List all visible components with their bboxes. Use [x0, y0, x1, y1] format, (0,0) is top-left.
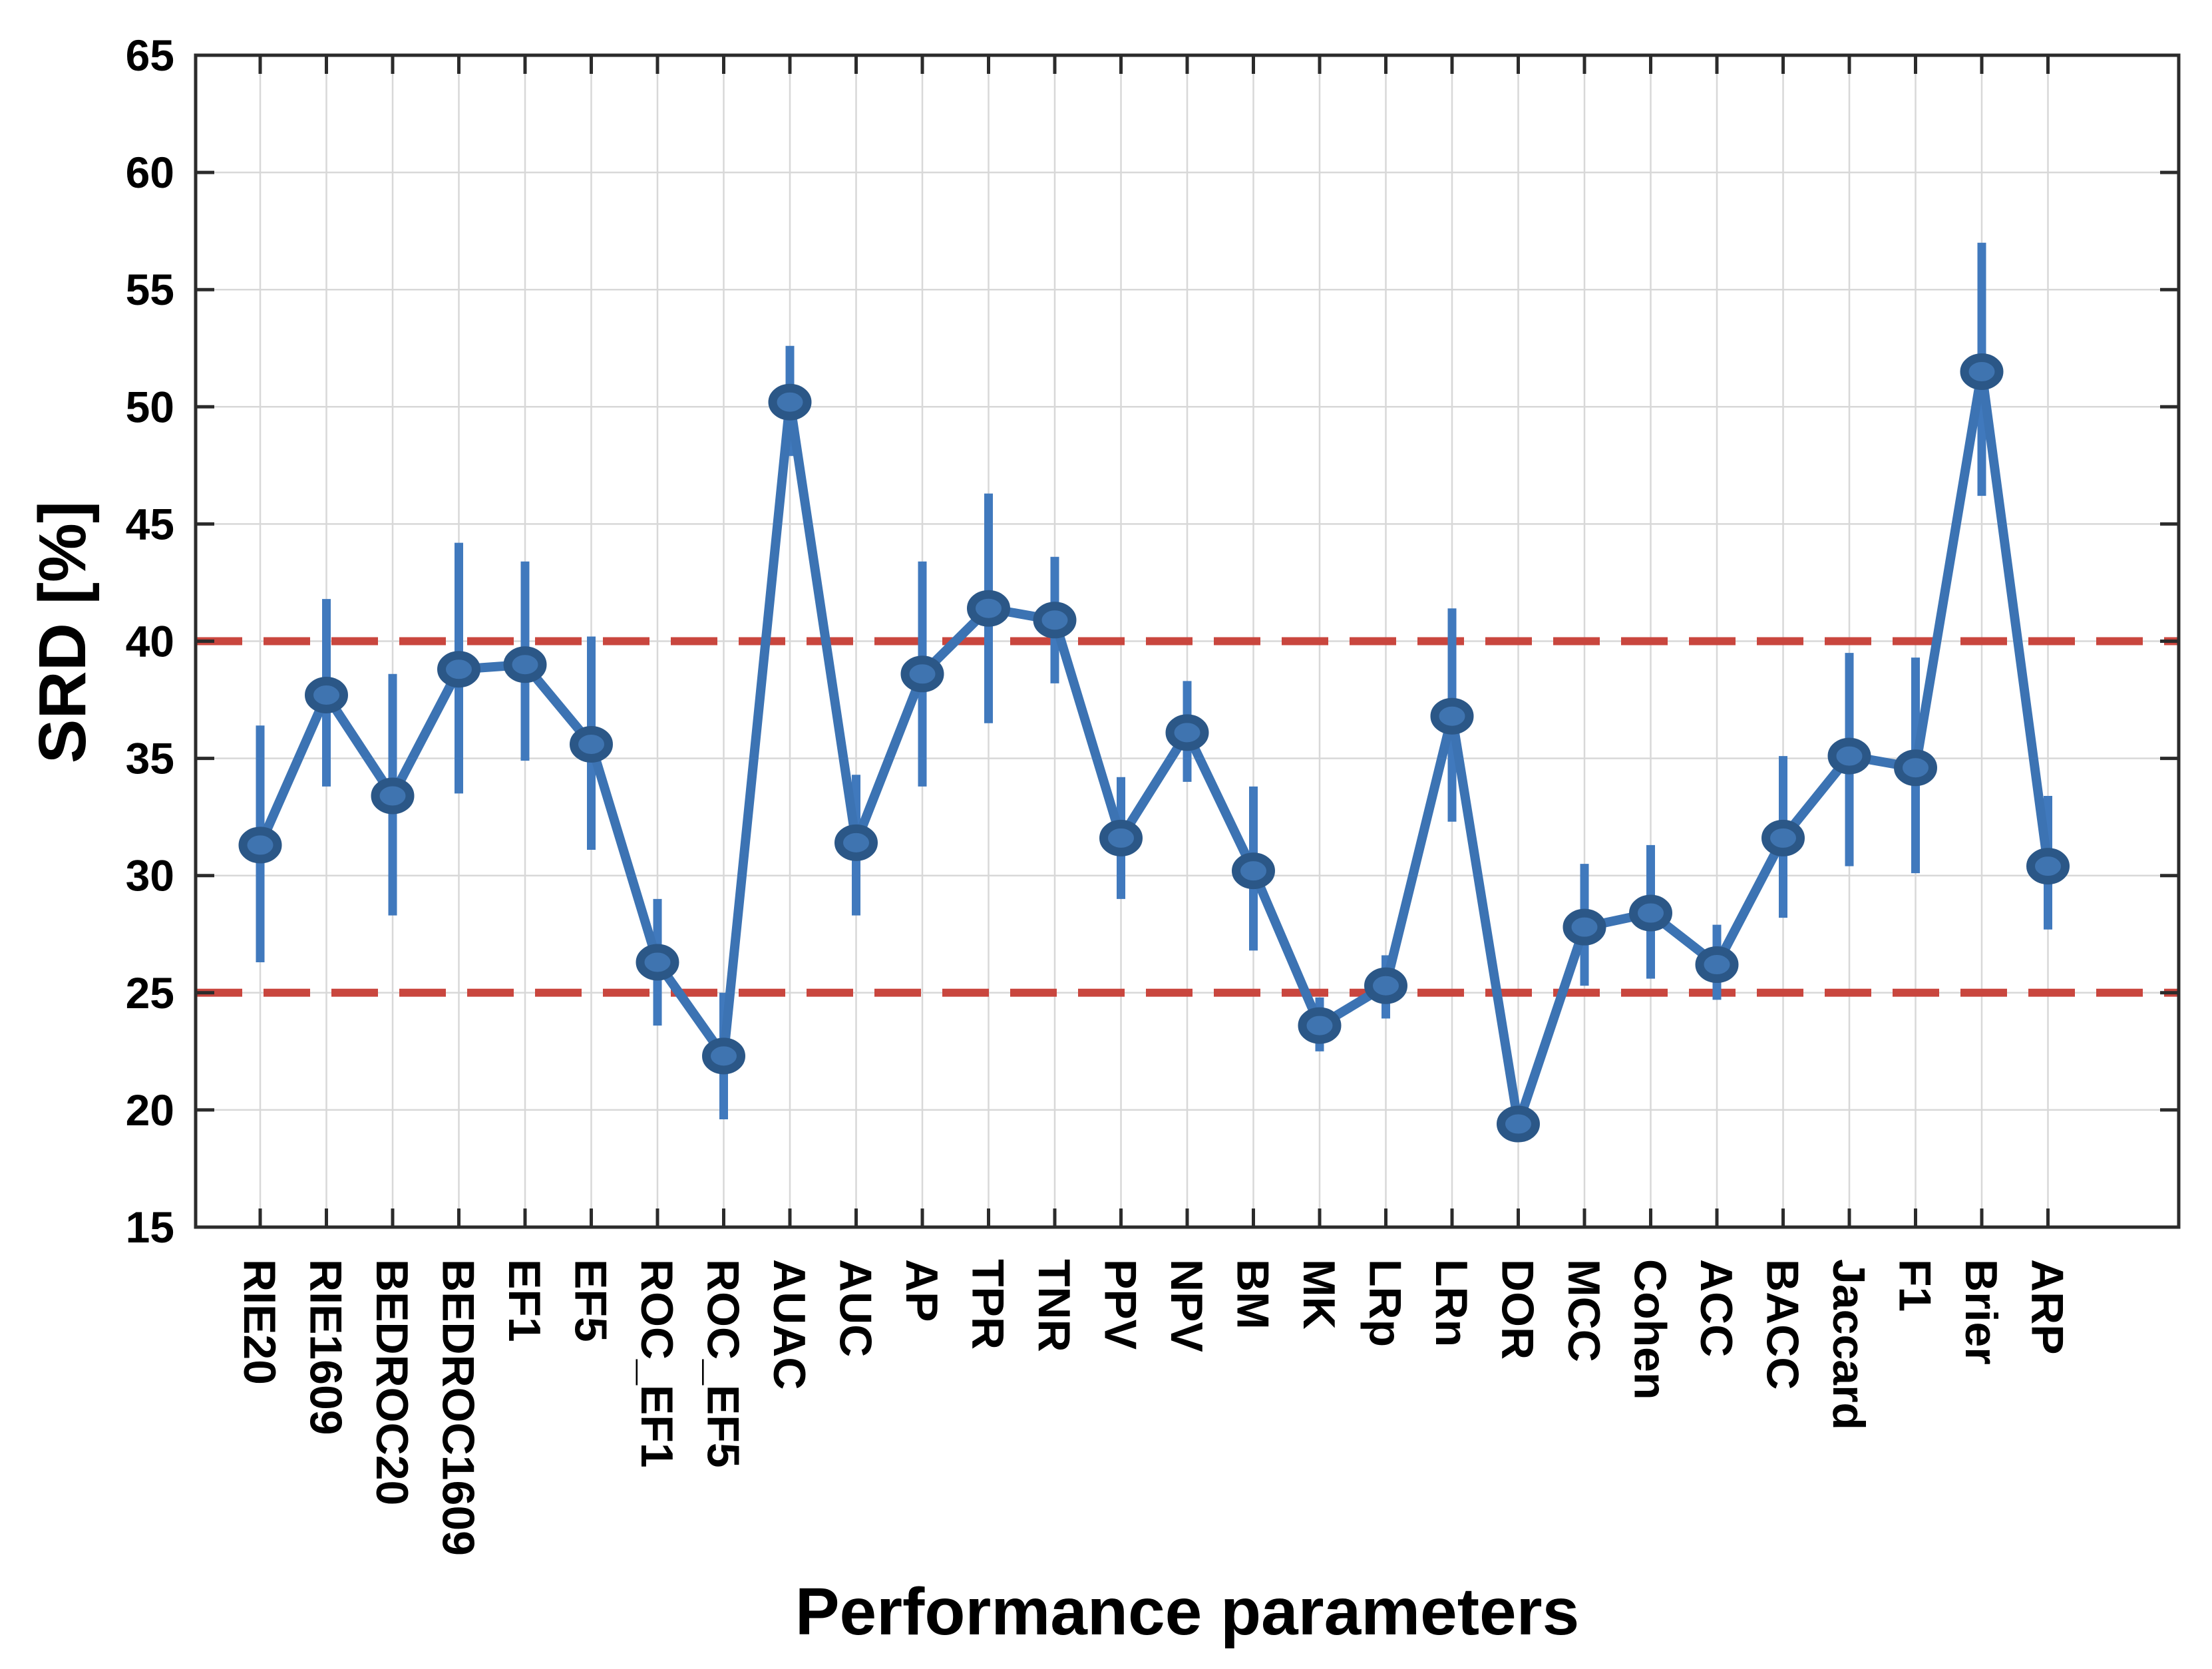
x-tick-label: EF5	[566, 1259, 616, 1342]
x-tick-label: LRn	[1426, 1259, 1477, 1347]
x-tick-label: TNR	[1029, 1259, 1079, 1352]
series-line	[256, 367, 2053, 1129]
x-tick-label: ROC_EF5	[698, 1259, 749, 1468]
y-tick-label: 20	[126, 1085, 174, 1135]
x-tick-label: TPR	[963, 1259, 1014, 1350]
y-tick-label: 60	[126, 148, 174, 197]
data-point-marker	[371, 777, 415, 815]
x-tick-label: ROC_EF1	[632, 1259, 682, 1468]
x-tick-label: NPV	[1161, 1259, 1212, 1352]
x-tick-label: PPV	[1095, 1259, 1146, 1350]
x-tick-label: RIE1609	[301, 1259, 351, 1435]
x-tick-label: AUC	[830, 1259, 881, 1357]
data-point-marker	[1298, 1007, 1342, 1044]
x-axis-title: Performance parameters	[795, 1575, 1579, 1649]
data-point-marker	[834, 824, 878, 861]
data-point-marker	[1232, 852, 1275, 890]
data-point-marker	[636, 944, 679, 981]
data-point-marker	[437, 651, 480, 688]
x-tick-label: ACC	[1691, 1259, 1742, 1357]
y-tick-label: 35	[126, 734, 174, 783]
x-tick-label: F1	[1890, 1259, 1940, 1312]
x-tick-label: Jaccard	[1823, 1259, 1874, 1430]
y-tick-label: 40	[126, 617, 174, 666]
y-tick-label: 15	[126, 1203, 174, 1252]
x-tick-label: MK	[1294, 1259, 1344, 1330]
data-point-marker	[305, 677, 348, 714]
data-point-marker	[702, 1037, 745, 1075]
data-point-marker	[1960, 353, 2004, 390]
x-tick-label: Brier	[1956, 1259, 2006, 1365]
y-tick-labels: 15 20 25 30 35 40 45 50 55 60 65	[126, 31, 174, 1252]
x-tick-label: RIE20	[234, 1259, 285, 1385]
x-tick-label: BM	[1228, 1259, 1278, 1330]
y-tick-label: 50	[126, 382, 174, 431]
axis-ticks	[196, 53, 2179, 1229]
data-point-marker	[238, 827, 282, 864]
data-point-marker	[1563, 908, 1606, 946]
x-tick-labels: RIE20 RIE1609 BEDROC20 BEDROC1609 EF1 EF5 ROC_…	[234, 1259, 2073, 1556]
data-point-marker	[1430, 697, 1474, 735]
x-tick-label: BEDROC20	[367, 1259, 417, 1505]
data-point-marker	[768, 383, 812, 421]
y-tick-label: 45	[126, 499, 174, 548]
data-point-marker	[2026, 848, 2070, 885]
data-point-marker	[570, 725, 613, 763]
x-tick-label: BACC	[1757, 1259, 1808, 1390]
data-point-marker	[1033, 602, 1077, 639]
x-tick-label: Cohen	[1625, 1259, 1676, 1400]
data-point-marker	[1165, 714, 1209, 751]
reference-lines	[196, 637, 2179, 997]
data-point-marker	[1827, 737, 1871, 775]
x-tick-label: AP	[896, 1259, 947, 1322]
y-tick-label: 65	[126, 31, 174, 80]
data-point-marker	[967, 590, 1010, 627]
data-point-marker	[1099, 819, 1143, 856]
x-tick-label: EF1	[499, 1259, 550, 1342]
x-tick-label: ARP	[2022, 1259, 2073, 1355]
data-points	[238, 353, 2070, 1143]
data-series	[238, 242, 2070, 1143]
data-point-marker	[1695, 946, 1739, 984]
data-point-marker	[1761, 819, 1805, 856]
x-tick-label: LRp	[1360, 1259, 1411, 1347]
x-tick-label: MCC	[1559, 1259, 1609, 1362]
y-tick-label: 55	[126, 265, 174, 314]
data-point-marker	[1497, 1105, 1540, 1143]
data-point-marker	[503, 646, 547, 683]
data-point-marker	[1894, 749, 1937, 787]
x-tick-label: AUAC	[764, 1259, 815, 1390]
y-tick-label: 25	[126, 968, 174, 1018]
x-tick-label: BEDROC1609	[433, 1259, 484, 1556]
y-tick-label: 30	[126, 851, 174, 900]
data-point-marker	[900, 655, 944, 693]
data-point-marker	[1629, 894, 1672, 932]
data-point-marker	[1364, 967, 1407, 1004]
x-tick-label: DOR	[1493, 1259, 1543, 1360]
y-axis-title: SRD [%]	[25, 501, 100, 763]
